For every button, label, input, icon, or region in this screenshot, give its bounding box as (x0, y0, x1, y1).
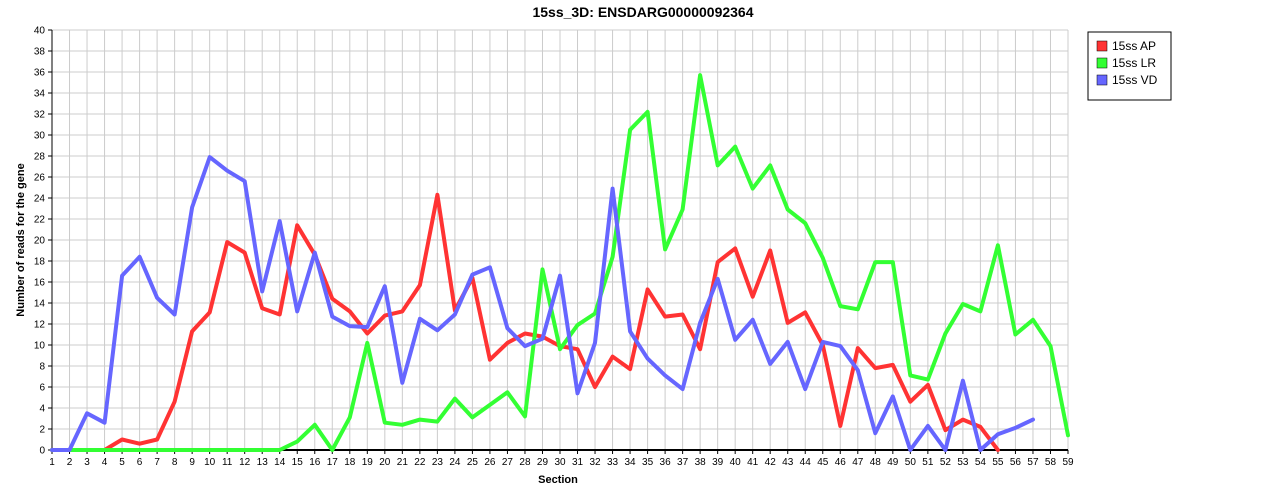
x-tick-label: 6 (137, 457, 143, 468)
x-tick-label: 51 (922, 457, 934, 468)
x-tick-label: 24 (449, 457, 461, 468)
x-tick-label: 21 (397, 457, 409, 468)
x-tick-label: 31 (572, 457, 584, 468)
x-tick-label: 26 (484, 457, 496, 468)
x-tick-label: 9 (189, 457, 195, 468)
x-axis-label: Section (538, 474, 578, 486)
legend-label: 15ss AP (1112, 39, 1156, 53)
y-tick-label: 28 (34, 152, 46, 163)
x-tick-label: 37 (677, 457, 689, 468)
legend-swatch (1096, 74, 1108, 86)
x-tick-label: 55 (992, 457, 1004, 468)
y-tick-label: 34 (34, 89, 46, 100)
y-tick-label: 20 (34, 236, 46, 247)
x-tick-label: 19 (362, 457, 374, 468)
x-tick-label: 53 (957, 457, 969, 468)
y-tick-label: 36 (34, 68, 46, 79)
x-tick-label: 18 (344, 457, 356, 468)
x-tick-label: 33 (607, 457, 619, 468)
legend-swatch (1096, 57, 1108, 69)
x-tick-label: 8 (172, 457, 178, 468)
x-tick-label: 40 (730, 457, 742, 468)
x-tick-label: 42 (765, 457, 777, 468)
x-tick-label: 44 (800, 457, 812, 468)
series-line-3 (50, 155, 1035, 452)
y-tick-label: 38 (34, 47, 46, 58)
y-tick-label: 8 (39, 362, 45, 373)
x-tick-label: 17 (327, 457, 339, 468)
x-tick-label: 59 (1062, 457, 1074, 468)
x-tick-label: 38 (695, 457, 707, 468)
x-tick-label: 11 (222, 457, 233, 468)
legend-label: 15ss VD (1112, 73, 1158, 87)
series-line-1 (50, 192, 1000, 452)
x-tick-label: 7 (154, 457, 160, 468)
x-tick-label: 32 (589, 457, 601, 468)
x-tick-label: 34 (625, 457, 637, 468)
x-tick-label: 50 (905, 457, 917, 468)
legend-label: 15ss LR (1112, 56, 1156, 70)
x-tick-label: 3 (84, 457, 90, 468)
y-tick-label: 12 (34, 320, 46, 331)
x-tick-label: 27 (502, 457, 514, 468)
x-tick-label: 12 (239, 457, 251, 468)
x-tick-label: 43 (782, 457, 794, 468)
x-tick-label: 29 (537, 457, 549, 468)
x-tick-label: 48 (870, 457, 882, 468)
y-tick-label: 30 (34, 131, 46, 142)
y-tick-label: 32 (34, 110, 46, 121)
x-tick-label: 16 (309, 457, 321, 468)
y-tick-label: 2 (39, 425, 45, 436)
x-tick-label: 14 (274, 457, 286, 468)
y-axis-label: Number of reads for the gene (15, 163, 27, 316)
y-tick-label: 4 (39, 404, 45, 415)
x-tick-label: 30 (554, 457, 566, 468)
x-tick-label: 52 (940, 457, 952, 468)
y-tick-label: 22 (34, 215, 46, 226)
legend-swatch (1096, 40, 1108, 52)
x-tick-label: 10 (204, 457, 216, 468)
y-tick-label: 0 (39, 446, 45, 457)
x-tick-label: 47 (852, 457, 864, 468)
y-tick-label: 14 (34, 299, 46, 310)
x-tick-label: 13 (257, 457, 269, 468)
x-tick-label: 1 (49, 457, 55, 468)
y-tick-label: 10 (34, 341, 46, 352)
x-tick-label: 45 (817, 457, 829, 468)
series-line-2 (50, 73, 1070, 452)
x-tick-label: 41 (747, 457, 759, 468)
y-tick-label: 40 (34, 26, 46, 37)
x-tick-label: 36 (660, 457, 672, 468)
y-tick-label: 26 (34, 173, 46, 184)
y-tick-label: 6 (39, 383, 45, 394)
legend: 15ss AP 15ss LR 15ss VD (1087, 31, 1172, 101)
x-tick-label: 23 (432, 457, 444, 468)
x-tick-label: 58 (1045, 457, 1057, 468)
x-tick-label: 2 (67, 457, 73, 468)
y-tick-label: 18 (34, 257, 46, 268)
x-tick-label: 4 (102, 457, 108, 468)
plot-area: 1 2 3 4 5 6 7 8 9 10 11 12 13 14 15 16 17 18 19 20 21 22 23 24 2… (34, 26, 1074, 469)
x-tick-label: 35 (642, 457, 654, 468)
x-tick-label: 54 (975, 457, 987, 468)
x-tick-label: 5 (119, 457, 125, 468)
x-tick-label: 22 (414, 457, 426, 468)
x-tick-label: 49 (887, 457, 899, 468)
x-tick-label: 46 (835, 457, 847, 468)
x-tick-label: 28 (519, 457, 531, 468)
x-tick-label: 39 (712, 457, 724, 468)
x-tick-label: 56 (1010, 457, 1022, 468)
x-tick-label: 15 (292, 457, 304, 468)
x-tick-label: 25 (467, 457, 479, 468)
x-tick-label: 57 (1027, 457, 1039, 468)
x-tick-label: 20 (379, 457, 391, 468)
chart-title: 15ss_3D: ENSDARG00000092364 (532, 4, 753, 20)
y-tick-label: 16 (34, 278, 46, 289)
y-tick-label: 24 (34, 194, 46, 205)
